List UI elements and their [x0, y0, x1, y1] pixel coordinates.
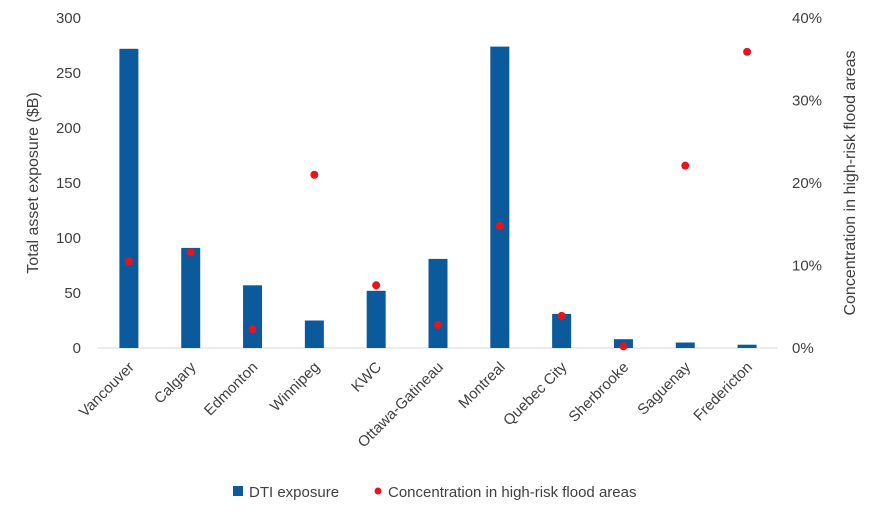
x-tick-label: Sherbrooke — [565, 359, 632, 426]
y-tick-left: 300 — [56, 10, 81, 27]
y-tick-left: 100 — [56, 230, 81, 247]
bar-calgary — [181, 247, 201, 348]
legend-dot-swatch — [374, 487, 382, 495]
y-tick-left: 200 — [56, 120, 81, 137]
y-axis-title-left: Total asset exposure ($B) — [25, 92, 42, 273]
x-tick-label: Edmonton — [201, 359, 261, 419]
bar-saguenay — [675, 342, 695, 348]
point-vancouver — [124, 257, 133, 266]
bar-fredericton — [737, 344, 757, 348]
bar-kwc — [366, 290, 386, 348]
bar-quebec-city — [552, 313, 572, 348]
left-axis-ticks: 0 50 100 150 200 250 300 — [56, 10, 81, 357]
x-tick-label: KWC — [348, 359, 385, 396]
y-tick-right: 10% — [792, 258, 822, 275]
bar-edmonton — [243, 285, 263, 348]
y-tick-right: 30% — [792, 93, 822, 110]
legend-dot-label: Concentration in high-risk flood areas — [388, 484, 636, 501]
point-winnipeg — [310, 170, 319, 179]
legend-bar-swatch — [233, 486, 243, 496]
point-fredericton — [743, 47, 752, 56]
point-ottawa-gatineau — [434, 320, 442, 329]
y-tick-right: 40% — [792, 10, 822, 27]
y-tick-left: 0 — [73, 340, 81, 357]
point-calgary — [186, 248, 195, 257]
x-tick-label: Winnipeg — [267, 359, 323, 415]
y-tick-left: 250 — [56, 65, 81, 82]
x-tick-label: Saguenay — [634, 358, 694, 418]
y-tick-right: 0% — [792, 340, 814, 357]
point-quebec-city — [557, 311, 566, 320]
bar-series — [119, 46, 757, 349]
y-tick-right: 20% — [792, 175, 822, 192]
x-tick-label: Vancouver — [76, 359, 138, 421]
legend: DTI exposure Concentration in high-risk … — [233, 484, 636, 501]
right-axis-ticks: 0% 10% 20% 30% 40% — [792, 10, 822, 357]
bar-vancouver — [119, 48, 139, 349]
legend-bar-label: DTI exposure — [249, 484, 339, 501]
point-edmonton — [248, 325, 257, 334]
x-tick-label: Calgary — [151, 358, 200, 407]
y-axis-title-right: Concentration in high-risk flood areas — [842, 50, 859, 315]
bar-ottawa-gatineau — [428, 258, 448, 348]
scatter-series — [124, 47, 752, 351]
bar-montreal — [490, 46, 510, 348]
category-labels: Vancouver Calgary Edmonton Winnipeg KWCOttaw… — [76, 358, 756, 451]
x-tick-label: Fredericton — [690, 359, 756, 425]
x-tick-label: Quebec City — [500, 358, 571, 429]
y-tick-left: 150 — [56, 175, 81, 192]
x-tick-label: Montreal — [455, 359, 508, 412]
point-montreal — [495, 221, 504, 230]
point-sherbrooke — [619, 342, 628, 351]
bar-winnipeg — [304, 320, 324, 348]
point-saguenay — [681, 161, 690, 170]
y-tick-left: 50 — [64, 285, 81, 302]
point-kwc — [372, 281, 381, 290]
